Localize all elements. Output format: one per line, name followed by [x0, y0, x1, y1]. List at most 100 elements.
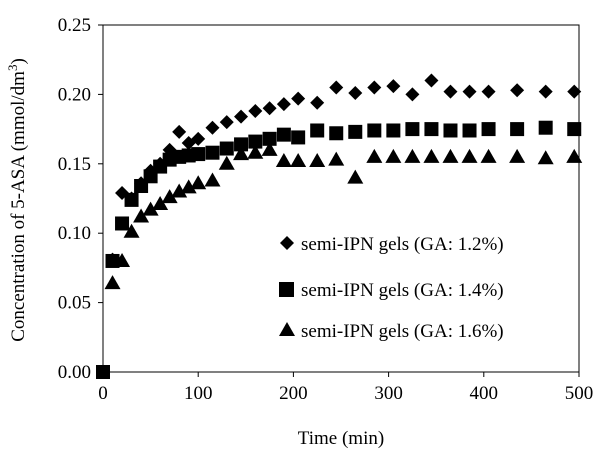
legend-item-3: semi-IPN gels (GA: 1.6%) [279, 321, 504, 342]
data-point-triangle [133, 208, 150, 223]
y-tick-label: 0.25 [58, 15, 91, 36]
data-point-triangle [218, 155, 235, 170]
data-point-triangle [142, 201, 159, 216]
data-point-diamond [205, 120, 220, 135]
data-point-diamond [405, 87, 420, 102]
data-point-diamond [310, 95, 325, 110]
data-point-square [262, 131, 277, 146]
data-point-triangle [204, 172, 221, 187]
data-point-square [219, 141, 234, 156]
data-point-square [538, 120, 553, 135]
data-point-triangle [404, 148, 421, 163]
data-point-square [310, 123, 325, 138]
legend-label-3: semi-IPN gels (GA: 1.6%) [301, 321, 504, 342]
data-point-diamond [510, 83, 525, 98]
y-tick-label: 0.00 [58, 362, 91, 383]
y-axis: 0.00 0.05 0.10 0.15 0.20 0.25 [58, 15, 103, 383]
data-point-triangle [171, 183, 188, 198]
data-point-diamond [443, 84, 458, 99]
data-point-square [276, 127, 291, 142]
data-point-square [124, 192, 139, 207]
y-tick-label: 0.10 [58, 223, 91, 244]
data-point-triangle [385, 148, 402, 163]
x-tick-label: 200 [279, 383, 308, 404]
y-axis-label: Concentration of 5-ASA (mmol/dm3) [5, 58, 29, 342]
data-point-square [405, 122, 420, 137]
data-point-square [291, 130, 306, 145]
legend-label-2: semi-IPN gels (GA: 1.4%) [301, 280, 504, 301]
data-point-triangle [461, 148, 478, 163]
x-axis-label: Time (min) [298, 428, 384, 449]
data-point-square [510, 122, 525, 137]
data-point-diamond [462, 84, 477, 99]
data-point-diamond [538, 84, 553, 99]
data-point-square [424, 122, 439, 137]
data-point-square [567, 122, 582, 137]
data-point-triangle [347, 169, 364, 184]
data-point-triangle [509, 148, 526, 163]
x-axis: 0 100 200 300 400 500 [98, 372, 593, 404]
y-tick-label: 0.15 [58, 154, 91, 175]
data-point-square [96, 365, 110, 379]
legend-label-1: semi-IPN gels (GA: 1.2%) [301, 234, 504, 255]
data-point-square [329, 126, 344, 141]
x-tick-label: 0 [98, 383, 108, 404]
data-point-square [115, 216, 130, 231]
x-tick-label: 100 [184, 383, 213, 404]
y-tick-label: 0.20 [58, 84, 91, 105]
data-point-square [234, 137, 249, 152]
data-point-triangle [442, 148, 459, 163]
data-point-diamond [329, 80, 344, 95]
data-point-square [443, 123, 458, 138]
legend-item-1: semi-IPN gels (GA: 1.2%) [280, 234, 504, 255]
data-point-triangle [275, 153, 292, 168]
data-point-square [367, 123, 382, 138]
data-point-square [205, 145, 220, 160]
data-point-diamond [248, 104, 263, 119]
data-point-triangle [328, 151, 345, 166]
data-point-triangle [290, 153, 307, 168]
legend-marker-square [279, 282, 294, 297]
data-point-square [248, 134, 263, 149]
data-point-triangle [566, 148, 583, 163]
data-point-diamond [191, 131, 206, 146]
data-point-triangle [423, 148, 440, 163]
x-tick-label: 300 [374, 383, 403, 404]
legend-marker-triangle [279, 322, 295, 336]
data-point-triangle [114, 252, 131, 267]
x-tick-label: 400 [470, 383, 499, 404]
data-point-diamond [234, 109, 249, 124]
data-point-triangle [309, 153, 326, 168]
data-point-triangle [152, 196, 169, 211]
x-tick-label: 500 [565, 383, 594, 404]
series-2 [96, 120, 582, 379]
data-point-diamond [481, 84, 496, 99]
data-point-triangle [180, 179, 197, 194]
data-point-diamond [172, 124, 187, 139]
data-point-square [481, 122, 496, 137]
legend-item-2: semi-IPN gels (GA: 1.4%) [279, 280, 504, 301]
data-point-triangle [537, 150, 554, 165]
data-marks [96, 73, 583, 379]
data-point-diamond [219, 115, 234, 130]
data-point-square [191, 147, 206, 162]
plot-frame [102, 24, 580, 373]
data-point-triangle [161, 189, 178, 204]
data-point-triangle [247, 144, 264, 159]
data-point-diamond [424, 73, 439, 88]
data-point-triangle [366, 148, 383, 163]
data-point-diamond [367, 80, 382, 95]
y-tick-label: 0.05 [58, 293, 91, 314]
data-point-diamond [567, 84, 582, 99]
data-point-triangle [190, 175, 207, 190]
data-point-diamond [291, 91, 306, 106]
data-point-square [348, 124, 363, 139]
legend: semi-IPN gels (GA: 1.2%) semi-IPN gels (… [279, 234, 504, 342]
data-point-diamond [386, 79, 401, 94]
y-axis-label-main: Concentration of 5-ASA (mmol/dm [8, 71, 29, 342]
y-axis-label-suffix: ) [8, 58, 29, 64]
data-point-triangle [104, 275, 121, 290]
data-point-triangle [123, 223, 140, 238]
y-axis-label-superscript: 3 [5, 65, 20, 72]
